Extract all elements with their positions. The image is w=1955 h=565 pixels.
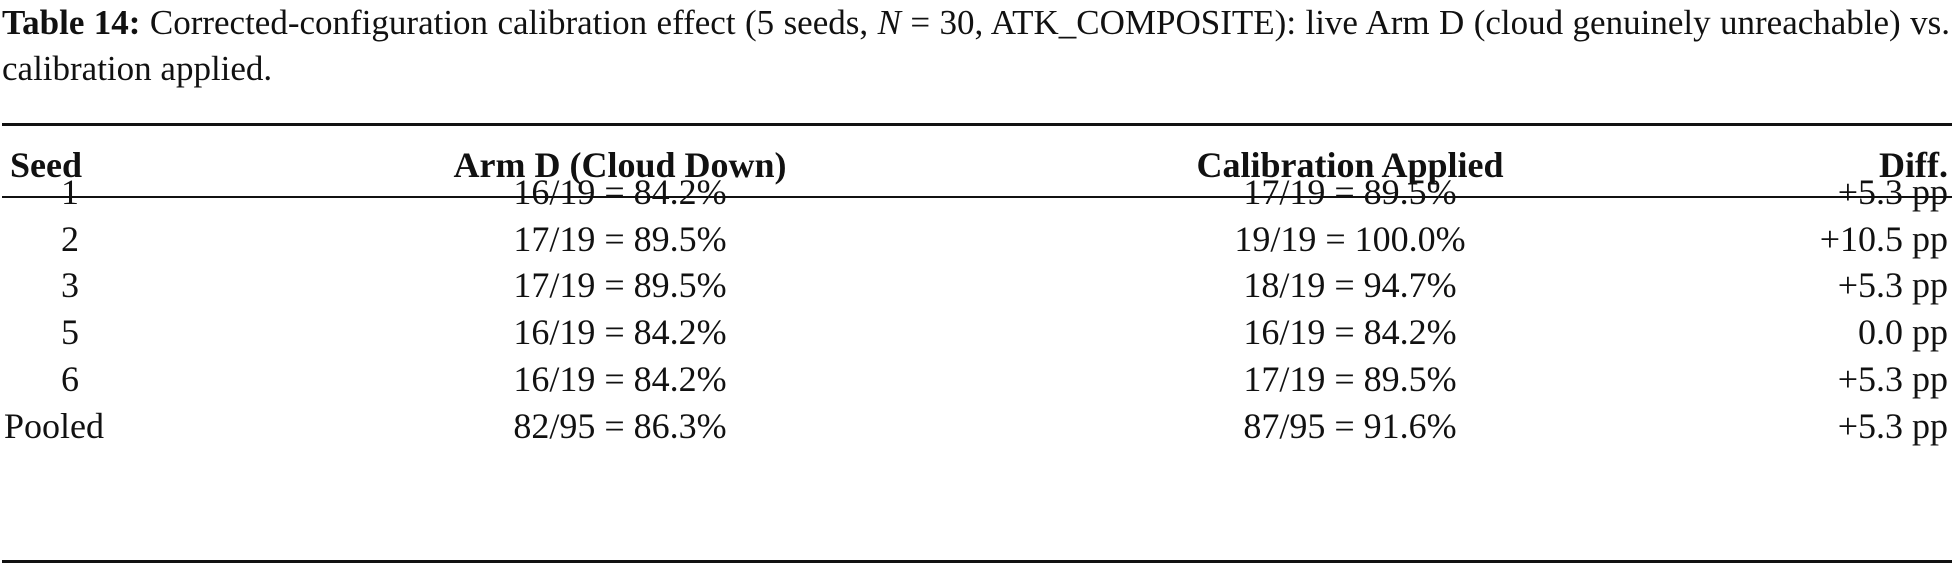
cell-seed: 1 [61, 172, 79, 212]
cell-seed: 2 [61, 219, 79, 259]
cell-calibration: 87/95 = 91.6% [1243, 406, 1457, 446]
caption-label: Table 14: [2, 3, 141, 42]
cell-seed: 3 [61, 265, 79, 305]
cell-seed: 5 [61, 312, 79, 352]
table-row: 2 17/19 = 89.5% 19/19 = 100.0% +10.5 pp [0, 210, 1955, 268]
table-header-row: Seed Arm D (Cloud Down) Calibration Appl… [0, 136, 1955, 194]
cell-arm-d: 16/19 = 84.2% [513, 359, 727, 399]
header-diff: Diff. [1879, 145, 1948, 185]
cell-arm-d: 17/19 = 89.5% [513, 265, 727, 305]
cell-calibration: 18/19 = 94.7% [1243, 265, 1457, 305]
cell-diff: +5.3 pp [1837, 265, 1948, 305]
cell-seed: Pooled [4, 406, 105, 446]
cell-arm-d: 16/19 = 84.2% [513, 312, 727, 352]
table-row-pooled: Pooled 82/95 = 86.3% 87/95 = 91.6% +5.3 … [0, 397, 1955, 455]
table-caption: Table 14: Corrected-configuration calibr… [2, 0, 1950, 92]
table-top-rule [2, 123, 1952, 126]
header-arm-d: Arm D (Cloud Down) [453, 145, 787, 185]
cell-seed: 6 [61, 359, 79, 399]
cell-calibration: 16/19 = 84.2% [1243, 312, 1457, 352]
header-calibration: Calibration Applied [1196, 145, 1504, 185]
cell-diff: +5.3 pp [1837, 359, 1948, 399]
cell-calibration: 17/19 = 89.5% [1243, 172, 1457, 212]
caption-text-part2: = 30, ATK_COMPOSITE): live Arm D (cloud … [2, 3, 1951, 88]
caption-n-symbol: N [877, 3, 901, 42]
cell-calibration: 19/19 = 100.0% [1234, 219, 1466, 259]
cell-diff: 0.0 pp [1858, 312, 1948, 352]
cell-arm-d: 16/19 = 84.2% [513, 172, 727, 212]
table-row: 6 16/19 = 84.2% 17/19 = 89.5% +5.3 pp [0, 350, 1955, 408]
table-row: 3 17/19 = 89.5% 18/19 = 94.7% +5.3 pp [0, 256, 1955, 314]
header-seed: Seed [10, 145, 82, 185]
cell-calibration: 17/19 = 89.5% [1243, 359, 1457, 399]
cell-arm-d: 82/95 = 86.3% [513, 406, 727, 446]
table-bottom-rule [2, 560, 1952, 563]
cell-diff: +5.3 pp [1837, 406, 1948, 446]
caption-text-part1: Corrected-configuration calibration effe… [140, 3, 878, 42]
table-row: 1 16/19 = 84.2% 17/19 = 89.5% +5.3 pp [0, 163, 1955, 221]
cell-diff: +5.3 pp [1837, 172, 1948, 212]
cell-diff: +10.5 pp [1819, 219, 1948, 259]
table-header-rule [2, 196, 1952, 198]
table-row: 5 16/19 = 84.2% 16/19 = 84.2% 0.0 pp [0, 303, 1955, 361]
cell-arm-d: 17/19 = 89.5% [513, 219, 727, 259]
